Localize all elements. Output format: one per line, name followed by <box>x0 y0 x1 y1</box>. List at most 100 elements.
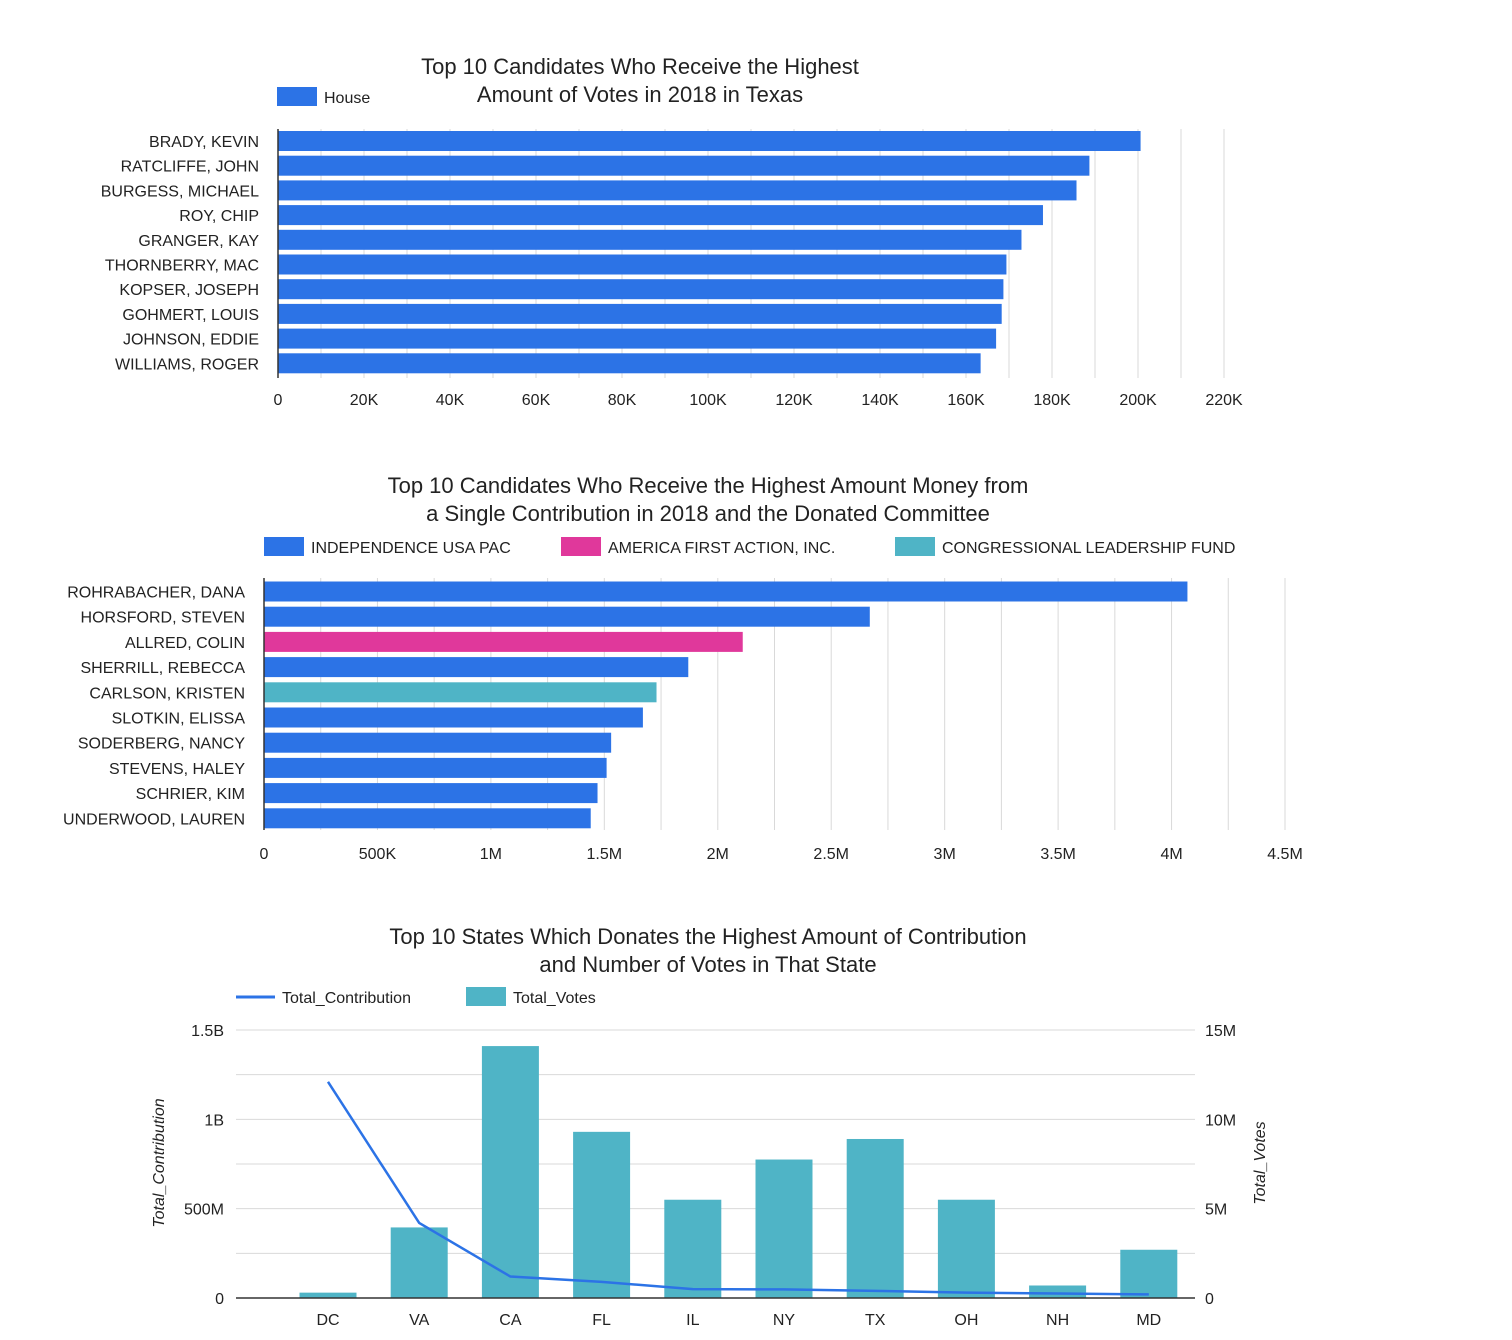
chart3-votes-bar <box>299 1292 357 1298</box>
chart1-x-tick-label: 140K <box>861 392 899 409</box>
chart1-category-label: BRADY, KEVIN <box>149 134 259 151</box>
chart2-legend-label-clf: CONGRESSIONAL LEADERSHIP FUND <box>942 540 1235 557</box>
chart1-bar <box>278 328 997 349</box>
chart3-x-tick-label: TX <box>865 1312 886 1329</box>
chart2-bar <box>264 783 598 804</box>
chart1-bar <box>278 254 1007 275</box>
chart1-x-tick-label: 0 <box>274 392 283 409</box>
chart1-x-tick-label: 120K <box>775 392 813 409</box>
chart1-category-label: BURGESS, MICHAEL <box>101 183 259 200</box>
chart3-left-axis-label: Total_Contribution <box>151 1098 168 1227</box>
chart3-votes-bar <box>846 1138 904 1298</box>
chart3-votes-bar <box>937 1199 995 1298</box>
chart2-bar <box>264 732 612 753</box>
chart3-x-tick-label: OH <box>954 1312 978 1329</box>
chart2-bar <box>264 657 689 678</box>
chart3-votes-bar <box>664 1199 722 1298</box>
chart3-x-tick-label: VA <box>409 1312 429 1329</box>
chart3-x-tick-label: FL <box>592 1312 611 1329</box>
chart2-x-tick-label: 4.5M <box>1267 846 1303 863</box>
chart1-category-label: WILLIAMS, ROGER <box>115 356 259 373</box>
chart3-x-tick-label: MD <box>1136 1312 1161 1329</box>
chart2-bar <box>264 631 743 652</box>
chart1-category-label: JOHNSON, EDDIE <box>123 332 259 349</box>
chart3-x-tick-label: IL <box>686 1312 699 1329</box>
chart2-category-label: SLOTKIN, ELISSA <box>112 711 246 728</box>
chart1-x-tick-label: 180K <box>1033 392 1071 409</box>
chart3-legend-label-votes: Total_Votes <box>513 990 596 1007</box>
chart2-bar <box>264 606 870 627</box>
chart2-category-label: CARLSON, KRISTEN <box>89 685 245 702</box>
chart1-x-tick-label: 200K <box>1119 392 1157 409</box>
chart3-left-tick-label: 500M <box>184 1202 224 1219</box>
chart3-votes-bar <box>390 1227 448 1298</box>
chart1-category-label: THORNBERRY, MAC <box>105 258 259 275</box>
chart2-category-label: ROHRABACHER, DANA <box>67 585 245 602</box>
chart1-bar <box>278 229 1022 250</box>
chart2-legend-label-independence: INDEPENDENCE USA PAC <box>311 540 511 557</box>
chart2-category-label: HORSFORD, STEVEN <box>81 610 245 627</box>
chart1-x-tick-label: 160K <box>947 392 985 409</box>
chart3-contribution-line <box>326 1081 1149 1296</box>
chart3-votes-bar <box>573 1131 631 1298</box>
chart3-x-tick-label: CA <box>499 1312 522 1329</box>
chart1-category-label: ROY, CHIP <box>179 208 259 225</box>
chart2-legend-swatch-clf <box>895 537 935 556</box>
chart2-legend-label-america-first: AMERICA FIRST ACTION, INC. <box>608 540 835 557</box>
chart2-legend-swatch-america-first <box>561 537 601 556</box>
chart3-x-tick-label: DC <box>316 1312 339 1329</box>
chart1-x-tick-label: 100K <box>689 392 727 409</box>
chart1-category-label: GOHMERT, LOUIS <box>122 307 259 324</box>
chart1-x-tick-label: 20K <box>350 392 379 409</box>
chart2-category-label: SODERBERG, NANCY <box>78 736 245 753</box>
chart3-right-axis-label: Total_Votes <box>1252 1121 1269 1204</box>
chart3-x-tick-label: NH <box>1046 1312 1069 1329</box>
chart3-title-line2: and Number of Votes in That State <box>539 952 876 977</box>
chart1-category-label: RATCLIFFE, JOHN <box>121 159 259 176</box>
chart3-right-tick-label: 5M <box>1205 1202 1227 1219</box>
chart2-category-label: SHERRILL, REBECCA <box>81 660 246 677</box>
chart3-right-tick-label: 10M <box>1205 1112 1236 1129</box>
chart1-bar <box>278 205 1043 226</box>
chart3-x-tick-label: NY <box>773 1312 796 1329</box>
chart2-category-label: UNDERWOOD, LAUREN <box>63 811 245 828</box>
chart1-bar <box>278 180 1077 201</box>
chart1-x-tick-label: 40K <box>436 392 465 409</box>
chart1-bar <box>278 131 1141 151</box>
chart3-votes-bar <box>1029 1285 1087 1298</box>
chart-states-combo: Top 10 States Which Donates the Highest … <box>151 924 1269 1329</box>
chart2-category-label: SCHRIER, KIM <box>136 786 245 803</box>
chart1-bar <box>278 279 1004 300</box>
chart2-category-label: STEVENS, HALEY <box>109 761 245 778</box>
chart2-category-label: ALLRED, COLIN <box>125 635 245 652</box>
chart2-x-tick-label: 2.5M <box>813 846 849 863</box>
chart1-legend-swatch-house <box>277 87 317 106</box>
chart2-bar <box>264 682 657 703</box>
chart3-right-tick-label: 15M <box>1205 1023 1236 1040</box>
chart2-x-tick-label: 4M <box>1160 846 1182 863</box>
chart2-legend-swatch-independence <box>264 537 304 556</box>
chart3-left-tick-label: 1.5B <box>191 1023 224 1040</box>
chart1-title-line1: Top 10 Candidates Who Receive the Highes… <box>421 54 859 79</box>
chart3-left-tick-label: 0 <box>215 1291 224 1308</box>
chart2-bar <box>264 707 643 728</box>
chart2-x-tick-label: 1M <box>480 846 502 863</box>
chart2-x-tick-label: 2M <box>707 846 729 863</box>
chart3-legend-swatch-votes <box>466 987 506 1006</box>
chart2-bar <box>264 808 591 829</box>
chart1-title-line2: Amount of Votes in 2018 in Texas <box>477 82 803 107</box>
chart2-bar <box>264 757 607 778</box>
chart2-x-tick-label: 1.5M <box>587 846 623 863</box>
chart3-right-tick-label: 0 <box>1205 1291 1214 1308</box>
chart2-x-tick-label: 500K <box>359 846 397 863</box>
chart1-bar <box>278 353 981 374</box>
chart1-bar <box>278 303 1002 324</box>
chart2-x-tick-label: 0 <box>260 846 269 863</box>
chart2-title-line2: a Single Contribution in 2018 and the Do… <box>426 501 990 526</box>
chart-votes-texas: Top 10 Candidates Who Receive the Highes… <box>101 54 1243 409</box>
chart1-category-label: GRANGER, KAY <box>138 233 259 250</box>
chart1-legend-label-house: House <box>324 90 370 107</box>
chart2-bar <box>264 581 1188 602</box>
chart1-x-tick-label: 60K <box>522 392 551 409</box>
